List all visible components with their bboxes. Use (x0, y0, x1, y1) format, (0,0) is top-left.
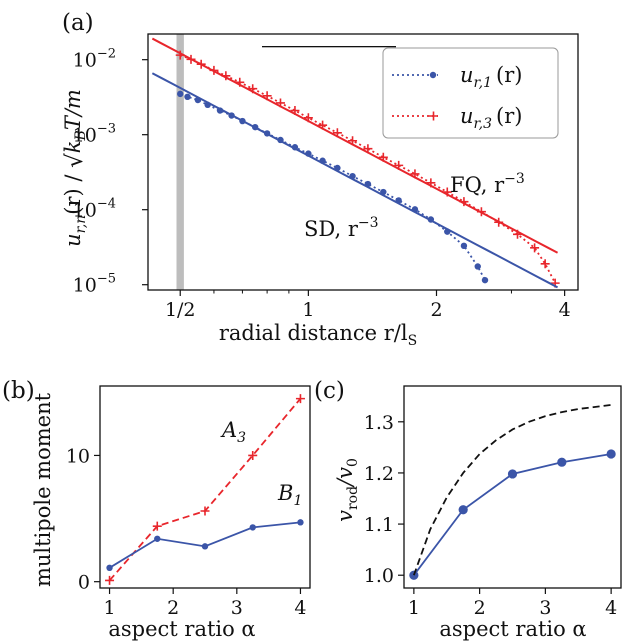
plot-clip-group (105, 394, 305, 585)
y-tick-label: 1.2 (364, 463, 394, 485)
x-tick-label: 1/2 (165, 299, 196, 321)
panel-b-plot-area: 1 2 3 4 0 10 (66, 385, 311, 619)
panel-c-ylabel: vrod/v0 (333, 458, 361, 522)
x-tick-label: 3 (539, 597, 551, 619)
data-point (530, 243, 540, 253)
data-point (177, 90, 184, 98)
data-point (154, 535, 161, 542)
annotation-sd: SD, r−3 (304, 215, 379, 241)
legend-entry-u-r1: ur,1 (r) (392, 63, 522, 91)
x-tick-label: 2 (430, 299, 442, 321)
panel-b-ylabel: multipole moment (31, 392, 55, 587)
panel-c-plot-area: 1 2 3 4 1.0 1.1 1.2 1.3 (364, 385, 622, 619)
y-tick-label: 1.3 (364, 412, 394, 434)
plot-frame (99, 385, 311, 589)
data-point (297, 519, 304, 526)
panel-a-xlabel: radial distance r/lS (219, 321, 417, 349)
legend-entry-u-r3: ur,3 (r) (392, 104, 522, 132)
data-point (201, 543, 209, 550)
panel-a: (a) 1/2 1 2 4 10−5 10−4 10−3 10−2 radial distan… (61, 10, 579, 349)
data-point (105, 575, 115, 585)
data-point (184, 93, 191, 101)
data-point (458, 505, 468, 515)
series-line-fq_fit (151, 37, 559, 254)
plot-clip-group (151, 34, 560, 290)
plot-frame (403, 385, 622, 589)
y-tick-label: 10−4 (73, 197, 116, 222)
svg-text:ur,3(r): ur,3 (r) (460, 104, 522, 132)
x-tick-label: 2 (474, 597, 486, 619)
y-tick-label: 1.0 (364, 565, 394, 587)
y-tick-label: 0 (78, 572, 90, 594)
x-tick-label: 1 (408, 597, 420, 619)
y-tick-label: 10−2 (73, 47, 116, 72)
svg-text:ur,1(r): ur,1 (r) (460, 63, 522, 91)
data-point (474, 263, 481, 270)
x-tick-label: 3 (231, 597, 243, 619)
data-point (460, 242, 468, 250)
panel-a-ylabel: ur,n(r) / √kBT/m (61, 89, 89, 247)
data-point (249, 524, 256, 531)
panel-c-xlabel: aspect ratio α (439, 617, 586, 641)
x-tick-label: 2 (167, 597, 179, 619)
series-line-u_r3 (179, 54, 556, 284)
series-line-1 (413, 404, 612, 576)
annotation-a3: A3 (220, 418, 246, 446)
plot-frame (147, 33, 579, 291)
panel-b: (b) 1 2 3 4 0 10 aspect ratio α multipole mom… (2, 378, 311, 641)
shaded-band (176, 34, 184, 290)
y-tick-label: 10−5 (73, 272, 116, 297)
data-point (152, 521, 162, 531)
annotation-b1: B1 (277, 481, 302, 509)
panel-c: (c) 1 2 3 4 1.0 1.1 1.2 1.3 aspect ratio α vrod… (314, 378, 622, 641)
panel-a-legend: ur,1 (r) ur,3 (r) (382, 47, 559, 139)
data-point (295, 394, 305, 404)
panel-a-plot-area: 1/2 1 2 4 10−5 10−4 10−3 10−2 (73, 33, 579, 321)
x-tick-label: 1 (302, 299, 314, 321)
sqrt-overbar (262, 46, 396, 48)
x-tick-label: 4 (559, 299, 571, 321)
data-point (248, 450, 258, 460)
data-point (106, 564, 113, 571)
data-point (481, 276, 489, 284)
data-point (606, 449, 616, 459)
y-tick-label: 10 (66, 445, 90, 467)
data-point (540, 259, 550, 269)
y-tick-label: 10−3 (73, 122, 116, 147)
panel-b-label: (b) (2, 378, 35, 404)
annotation-fq: FQ, r−3 (450, 171, 525, 197)
y-tick-label: 1.1 (364, 514, 394, 536)
series-line-sd_fit (151, 72, 559, 289)
series-line-0 (108, 398, 302, 582)
plot-clip-group (409, 404, 616, 580)
panel-c-label: (c) (314, 378, 345, 404)
data-point (557, 457, 567, 467)
panel-a-label: (a) (62, 10, 94, 36)
data-point (507, 469, 518, 479)
panel-b-xlabel: aspect ratio α (108, 617, 255, 641)
data-point (200, 506, 210, 516)
x-tick-label: 1 (103, 597, 115, 619)
x-tick-label: 4 (294, 597, 306, 619)
x-tick-label: 4 (605, 597, 617, 619)
